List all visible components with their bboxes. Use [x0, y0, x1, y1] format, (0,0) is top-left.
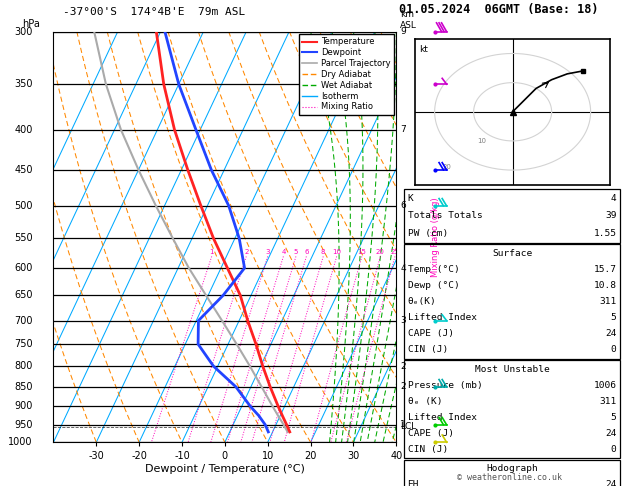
Text: 4: 4: [611, 194, 616, 203]
Text: 650: 650: [14, 290, 33, 300]
Text: 3: 3: [265, 249, 270, 255]
Text: Temp (°C): Temp (°C): [408, 265, 459, 274]
Text: 7: 7: [401, 125, 406, 134]
Text: 25: 25: [391, 249, 399, 255]
Text: EH: EH: [408, 480, 419, 486]
Text: 3: 3: [401, 316, 406, 325]
Text: 4: 4: [281, 249, 286, 255]
Text: 2: 2: [401, 362, 406, 371]
Text: 950: 950: [14, 420, 33, 430]
Text: 400: 400: [14, 125, 33, 135]
Text: 8: 8: [321, 249, 325, 255]
Text: 2: 2: [401, 382, 406, 391]
Text: CAPE (J): CAPE (J): [408, 429, 454, 438]
Text: 500: 500: [14, 201, 33, 211]
Text: Hodograph: Hodograph: [486, 464, 538, 473]
Text: 39: 39: [605, 211, 616, 220]
Text: hPa: hPa: [22, 19, 40, 29]
Text: Pressure (mb): Pressure (mb): [408, 381, 482, 390]
Text: 20: 20: [442, 164, 452, 170]
Text: 4: 4: [401, 263, 406, 273]
Text: kt: kt: [419, 45, 428, 54]
Text: θₑ(K): θₑ(K): [408, 297, 437, 306]
Text: 5: 5: [294, 249, 298, 255]
Text: 01.05.2024  06GMT (Base: 18): 01.05.2024 06GMT (Base: 18): [399, 2, 599, 16]
Text: Totals Totals: Totals Totals: [408, 211, 482, 220]
Text: Mixing Ratio (g/kg): Mixing Ratio (g/kg): [430, 197, 440, 277]
Text: 10.8: 10.8: [593, 281, 616, 290]
Text: K: K: [408, 194, 413, 203]
Text: 900: 900: [14, 401, 33, 411]
Text: 350: 350: [14, 79, 33, 89]
Text: CIN (J): CIN (J): [408, 445, 448, 454]
Text: CIN (J): CIN (J): [408, 345, 448, 354]
Text: © weatheronline.co.uk: © weatheronline.co.uk: [457, 473, 562, 482]
Text: θₑ (K): θₑ (K): [408, 397, 442, 406]
Text: 311: 311: [599, 297, 616, 306]
Text: 6: 6: [304, 249, 309, 255]
Text: -37°00'S  174°4B'E  79m ASL: -37°00'S 174°4B'E 79m ASL: [63, 7, 245, 17]
Text: PW (cm): PW (cm): [408, 229, 448, 238]
Text: 24: 24: [605, 429, 616, 438]
Text: 10: 10: [332, 249, 341, 255]
Text: 750: 750: [14, 339, 33, 349]
Text: 9: 9: [401, 27, 406, 36]
Text: 1: 1: [209, 249, 214, 255]
Text: 6: 6: [401, 201, 406, 210]
Text: 700: 700: [14, 315, 33, 326]
Text: 0: 0: [611, 345, 616, 354]
Text: 15: 15: [357, 249, 366, 255]
Text: 300: 300: [14, 27, 33, 36]
Text: 450: 450: [14, 165, 33, 175]
Text: Dewp (°C): Dewp (°C): [408, 281, 459, 290]
Text: 1000: 1000: [8, 437, 33, 447]
Text: 600: 600: [14, 263, 33, 273]
Text: 1.55: 1.55: [593, 229, 616, 238]
Text: 24: 24: [605, 480, 616, 486]
Text: 0: 0: [611, 445, 616, 454]
Text: 10: 10: [477, 138, 487, 144]
Text: 1006: 1006: [593, 381, 616, 390]
Text: Lifted Index: Lifted Index: [408, 413, 477, 422]
Text: Lifted Index: Lifted Index: [408, 313, 477, 322]
Text: 5: 5: [611, 313, 616, 322]
Text: 311: 311: [599, 397, 616, 406]
Text: Surface: Surface: [492, 249, 532, 258]
Text: 2: 2: [244, 249, 248, 255]
Text: Most Unstable: Most Unstable: [475, 364, 549, 374]
Text: LCL: LCL: [401, 422, 416, 431]
Text: 550: 550: [14, 233, 33, 243]
Text: 5: 5: [611, 413, 616, 422]
Legend: Temperature, Dewpoint, Parcel Trajectory, Dry Adiabat, Wet Adiabat, Isotherm, Mi: Temperature, Dewpoint, Parcel Trajectory…: [299, 34, 394, 115]
Text: CAPE (J): CAPE (J): [408, 329, 454, 338]
Text: 850: 850: [14, 382, 33, 392]
Text: 20: 20: [376, 249, 385, 255]
Text: 15.7: 15.7: [593, 265, 616, 274]
Text: 1: 1: [401, 420, 406, 429]
Text: 800: 800: [14, 361, 33, 371]
X-axis label: Dewpoint / Temperature (°C): Dewpoint / Temperature (°C): [145, 464, 305, 474]
Text: km
ASL: km ASL: [401, 10, 417, 30]
Text: 24: 24: [605, 329, 616, 338]
